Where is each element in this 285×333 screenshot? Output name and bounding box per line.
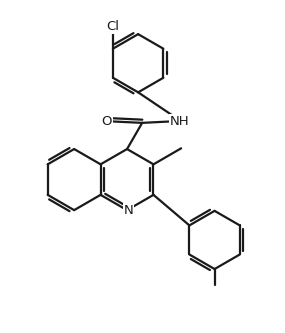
Text: Cl: Cl <box>106 20 119 33</box>
Text: NH: NH <box>170 115 189 128</box>
Text: O: O <box>101 115 112 128</box>
Text: N: N <box>124 204 133 217</box>
